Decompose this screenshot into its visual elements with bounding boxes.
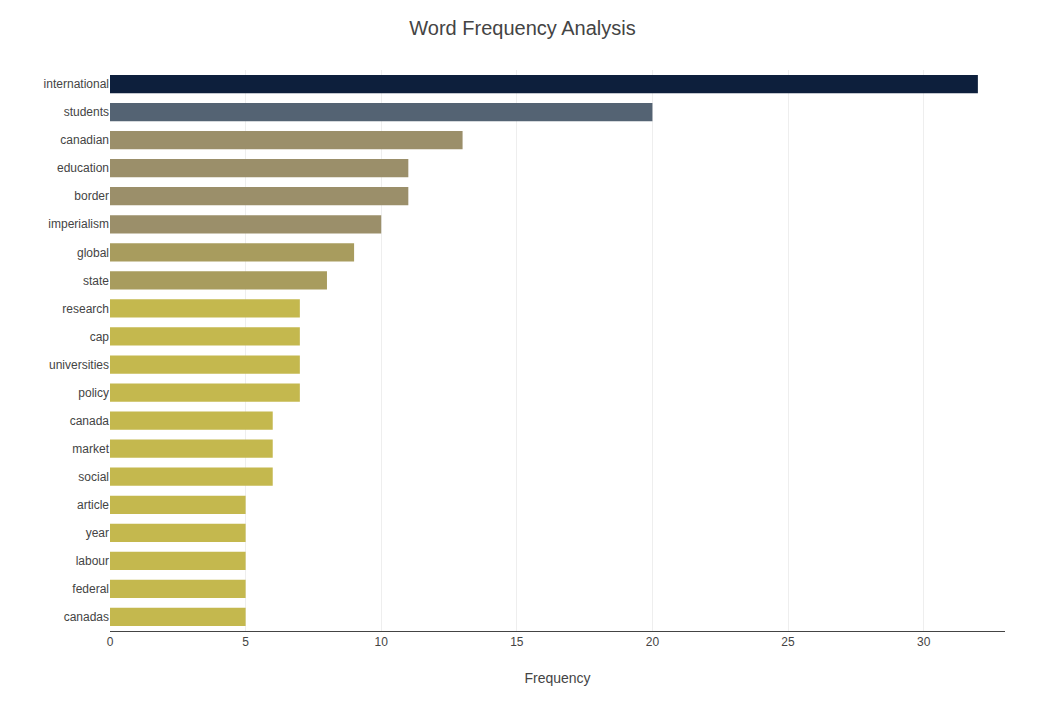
svg-text:state: state: [83, 274, 109, 288]
svg-text:15: 15: [510, 635, 524, 649]
svg-text:education: education: [57, 161, 109, 175]
svg-text:25: 25: [781, 635, 795, 649]
svg-text:global: global: [77, 246, 109, 260]
svg-text:Word Frequency Analysis: Word Frequency Analysis: [409, 17, 635, 39]
svg-text:social: social: [78, 470, 109, 484]
svg-text:5: 5: [242, 635, 249, 649]
svg-text:canadian: canadian: [60, 133, 109, 147]
svg-text:Frequency: Frequency: [524, 670, 590, 686]
svg-text:market: market: [72, 442, 109, 456]
svg-text:cap: cap: [90, 330, 110, 344]
svg-text:canadas: canadas: [64, 610, 109, 624]
svg-text:policy: policy: [78, 386, 109, 400]
svg-text:10: 10: [375, 635, 389, 649]
svg-text:universities: universities: [49, 358, 109, 372]
svg-text:labour: labour: [76, 554, 109, 568]
svg-text:international: international: [44, 77, 109, 91]
svg-text:20: 20: [646, 635, 660, 649]
svg-text:0: 0: [107, 635, 114, 649]
svg-text:border: border: [74, 189, 109, 203]
svg-text:federal: federal: [72, 582, 109, 596]
svg-text:30: 30: [917, 635, 931, 649]
svg-text:article: article: [77, 498, 109, 512]
svg-text:students: students: [64, 105, 109, 119]
svg-text:canada: canada: [70, 414, 110, 428]
svg-text:research: research: [62, 302, 109, 316]
svg-text:year: year: [86, 526, 109, 540]
svg-text:imperialism: imperialism: [48, 217, 109, 231]
